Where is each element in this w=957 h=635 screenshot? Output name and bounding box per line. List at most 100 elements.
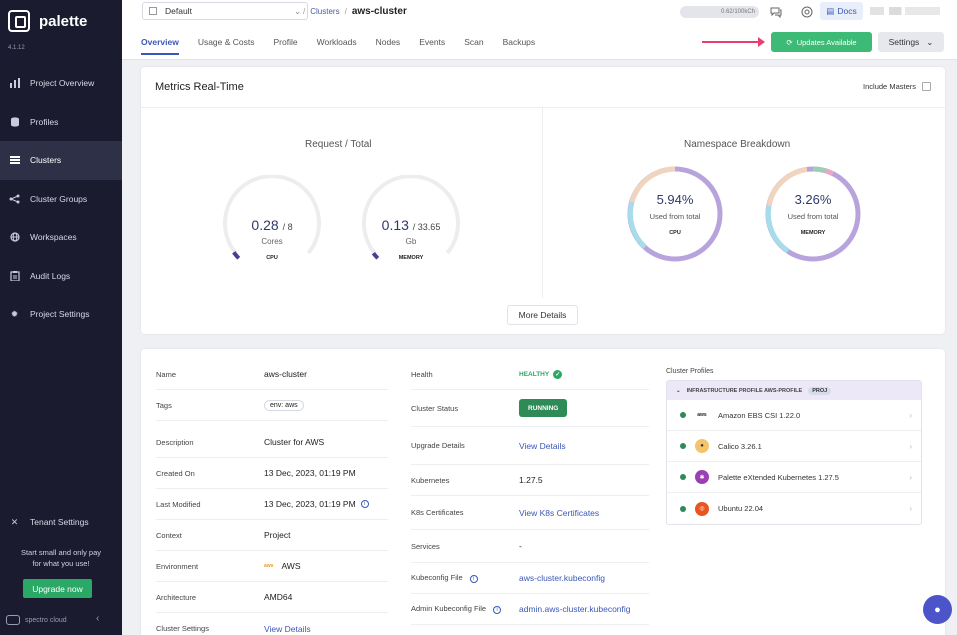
context-value: Project [264,530,291,540]
cluster-settings-link[interactable]: View Details [264,623,311,634]
usage-meter[interactable]: 0.62/100kCh [680,6,759,18]
divider [141,107,945,108]
environment-value: aws AWS [264,561,301,571]
chat-icon[interactable] [769,5,783,19]
chevron-down-icon: ⌄ [676,387,681,394]
more-details-button[interactable]: More Details [507,305,578,325]
help-chat-button[interactable]: ● [923,595,952,624]
profile-group-header[interactable]: ⌄ INFRASTRUCTURE PROFILE AWS-PROFILE PRO… [667,381,921,400]
detail-label: Upgrade Details [411,441,465,450]
breadcrumb-clusters-link[interactable]: Clusters [310,7,340,16]
breadcrumb-separator: / [303,7,306,16]
profile-layer-name: Calico 3.26.1 [718,441,762,451]
upgrade-details-link[interactable]: View Details [519,440,566,451]
info-icon[interactable]: i [469,575,478,583]
cpu-gauge-value: 0.28 / 8 [222,217,322,233]
profile-layer-calico[interactable]: ● Calico 3.26.1 › [667,431,921,462]
ns-cpu-sub: Used from total [649,212,701,221]
promo-line-1: Start small and only pay [20,548,102,557]
detail-label: Created On [156,468,195,478]
sidebar-item-audit-logs[interactable]: Audit Logs [0,257,122,296]
donut-segment [627,201,647,249]
profile-layer-ubuntu[interactable]: ◎ Ubuntu 22.04 › [667,493,921,524]
sidebar-item-project-overview[interactable]: Project Overview [0,64,122,103]
detail-row-name: Name aws-cluster [156,359,388,390]
sidebar-item-label: Workspaces [30,232,77,243]
include-masters-checkbox[interactable] [922,82,931,91]
project-selector[interactable]: Default ⌄ [142,2,308,20]
kubeconfig-link[interactable]: aws-cluster.kubeconfig [519,573,605,583]
upgrade-promo: Start small and only pay for what you us… [0,547,122,569]
gauge-track [362,175,460,255]
palette-logo-icon [8,10,30,32]
tab-events[interactable]: Events [419,37,446,47]
info-icon[interactable]: i [360,500,369,508]
sidebar-item-project-settings[interactable]: ✹ Project Settings [0,295,122,334]
admin-kubeconfig-label: Admin Kubeconfig File i [411,604,502,614]
docs-button[interactable]: ▤ Docs [820,2,863,20]
tags-value: env: aws [264,399,304,411]
detail-label: Environment [156,561,199,571]
stack-icon [9,116,20,127]
docs-label: Docs [837,6,857,16]
list-icon [9,155,20,166]
donut-segment [812,166,826,174]
last-modified-text: 13 Dec, 2023, 01:19 PM [264,499,356,509]
tab-backups[interactable]: Backups [502,37,536,47]
spectro-cloud-logo: spectro cloud [6,615,67,625]
user-menu[interactable] [870,7,940,15]
tab-nodes[interactable]: Nodes [375,37,401,47]
metrics-card: Metrics Real-Time Include Masters Reques… [141,67,945,334]
tab-profile[interactable]: Profile [273,37,298,47]
donut-segment [766,166,808,207]
detail-label: Kubeconfig File [411,573,463,582]
sidebar-item-cluster-groups[interactable]: Cluster Groups [0,180,122,219]
sidebar-item-label: Project Overview [30,78,95,89]
profile-layer-aws-ebs[interactable]: aws Amazon EBS CSI 1.22.0 › [667,400,921,431]
detail-row-upgrade: Upgrade Details View Details [411,427,649,465]
sidebar-item-label: Profiles [30,116,59,127]
memory-gauge-value: 0.13 / 33.65 [361,217,461,233]
admin-kubeconfig-link[interactable]: admin.aws-cluster.kubeconfig [519,604,631,614]
profile-layer-pxk[interactable]: ✱ Palette eXtended Kubernetes 1.27.5 › [667,462,921,493]
detail-row-architecture: Architecture AMD64 [156,582,388,613]
palette-logo[interactable]: palette [8,10,87,32]
namespace-memory-donut [765,166,861,262]
kubernetes-value: 1.27.5 [519,475,543,485]
donut-segment [629,166,676,203]
include-masters-toggle[interactable]: Include Masters [863,82,931,91]
promo-line-2: for what you use! [32,559,90,568]
tab-workloads[interactable]: Workloads [316,37,357,47]
network-icon [9,193,20,204]
tab-scan[interactable]: Scan [464,37,484,47]
updates-available-button[interactable]: ⟳ Updates Available [771,32,872,52]
settings-button[interactable]: Settings ⌄ [878,32,944,52]
k8s-certificates-link[interactable]: View K8s Certificates [519,507,600,518]
version-label: 4.1.12 [8,45,25,51]
tab-usage-costs[interactable]: Usage & Costs [197,37,255,47]
detail-label: Description [156,437,194,447]
sidebar-item-profiles[interactable]: Profiles [0,103,122,142]
sidebar-item-clusters[interactable]: Clusters [0,141,122,180]
detail-label: Health [411,369,433,379]
tab-overview[interactable]: Overview [141,37,179,55]
include-masters-label: Include Masters [863,82,916,91]
sidebar-item-tenant-settings[interactable]: ✕ Tenant Settings [0,503,122,542]
cpu-value: 0.28 [251,217,279,233]
upgrade-now-button[interactable]: Upgrade now [23,579,92,598]
help-circle-icon[interactable] [800,5,814,19]
detail-row-admin-kubeconfig: Admin Kubeconfig File i admin.aws-cluste… [411,594,649,625]
detail-label: K8s Certificates [411,508,464,517]
detail-row-modified: Last Modified 13 Dec, 2023, 01:19 PM i [156,489,388,520]
namespace-breakdown-title: Namespace Breakdown [684,139,791,150]
sidebar-item-workspaces[interactable]: Workspaces [0,218,122,257]
tag-chip[interactable]: env: aws [264,399,304,411]
info-icon[interactable]: i [493,606,502,614]
detail-label: Last Modified [156,499,201,509]
detail-row-status: Cluster Status RUNNING [411,390,649,427]
project-icon [149,7,157,15]
gauge-track [223,175,321,255]
status-dot [680,505,686,512]
ns-memory-value: 3.26% [794,192,832,207]
collapse-sidebar-icon[interactable]: ‹ [96,613,100,624]
